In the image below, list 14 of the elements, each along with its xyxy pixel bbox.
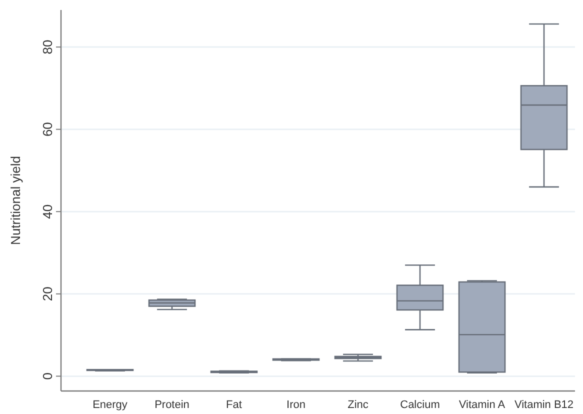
y-tick-label: 0	[40, 372, 55, 380]
x-tick-label: Zinc	[348, 399, 369, 411]
y-tick-label: 60	[40, 122, 55, 137]
y-tick-label: 80	[40, 40, 55, 54]
x-tick-label: Vitamin B12	[514, 399, 574, 411]
x-tick-label: Protein	[154, 399, 190, 411]
y-tick-label: 20	[40, 286, 55, 302]
y-tick-label: 40	[40, 204, 55, 219]
y-axis-title: Nutritional yield	[8, 156, 23, 245]
x-tick-label: Iron	[286, 399, 306, 411]
x-tick-label: Calcium	[400, 399, 440, 411]
x-tick-label: Vitamin A	[458, 399, 506, 411]
x-tick-label: Fat	[226, 399, 242, 411]
x-tick-label: Energy	[92, 399, 128, 411]
